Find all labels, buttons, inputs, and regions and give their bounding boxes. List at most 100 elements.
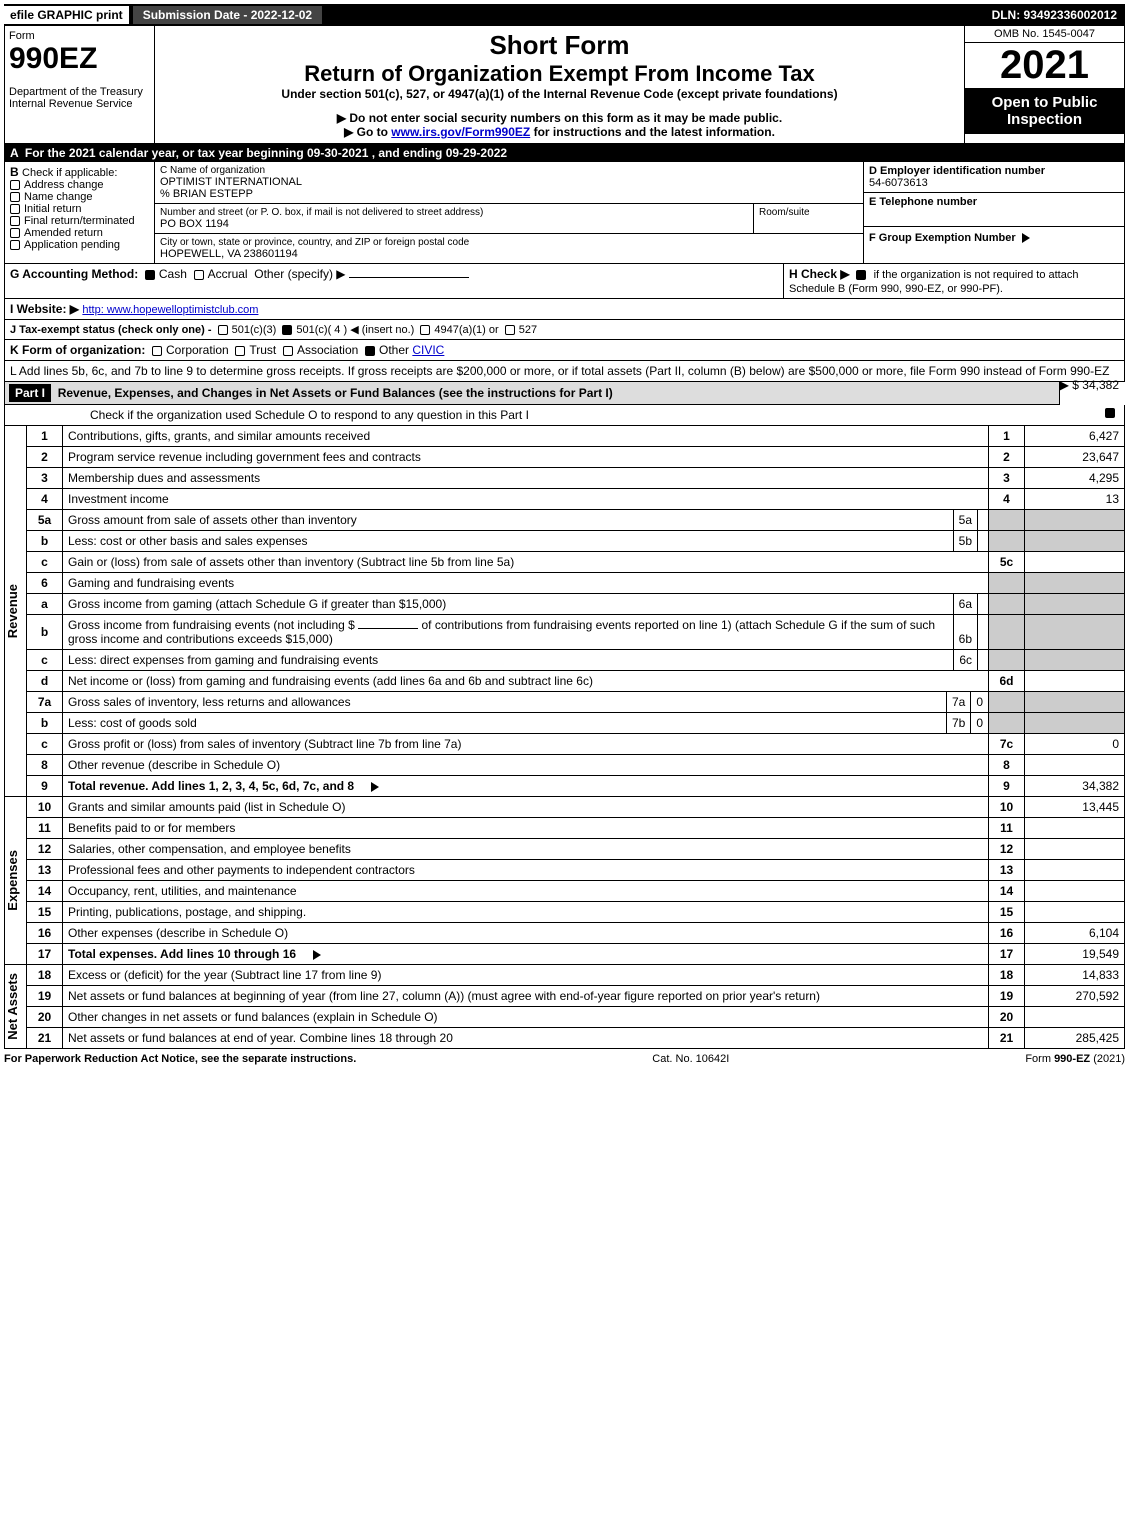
check-4947[interactable] <box>420 325 430 335</box>
check-501c[interactable] <box>282 325 292 335</box>
l-amount: ▶ $ 34,382 <box>1060 378 1119 392</box>
check-sched-b[interactable] <box>856 270 866 280</box>
form-word: Form <box>9 30 150 42</box>
netassets-label: Net Assets <box>5 969 20 1044</box>
check-corp[interactable] <box>152 346 162 356</box>
check-initial-return[interactable] <box>10 204 20 214</box>
part-1-check-row: Check if the organization used Schedule … <box>4 405 1125 426</box>
g-other: Other (specify) ▶ <box>254 267 345 281</box>
subtitle: Under section 501(c), 527, or 4947(a)(1)… <box>163 87 956 101</box>
irs-link[interactable]: www.irs.gov/Form990EZ <box>391 125 530 139</box>
check-amended[interactable] <box>10 228 20 238</box>
k-trust: Trust <box>249 343 276 357</box>
check-name-change[interactable] <box>10 192 20 202</box>
row-14-n: 14 <box>989 881 1025 902</box>
row-6a-text: Gross income from gaming (attach Schedul… <box>63 594 953 614</box>
open-inspection: Open to Public Inspection <box>965 88 1124 134</box>
check-trust[interactable] <box>235 346 245 356</box>
row-7c-text: Gross profit or (loss) from sales of inv… <box>63 734 989 755</box>
row-9-bold: Total revenue. Add lines 1, 2, 3, 4, 5c,… <box>68 779 354 793</box>
part-1-header: Part I Revenue, Expenses, and Changes in… <box>4 382 1060 405</box>
k-corp: Corporation <box>166 343 229 357</box>
website-link[interactable]: http: www.hopewelloptimistclub.com <box>82 304 258 316</box>
j-b: 501(c)( 4 ) ◀ (insert no.) <box>296 324 414 336</box>
ein-value: 54-6073613 <box>869 177 1119 189</box>
row-6b-sub: 6b <box>953 615 977 649</box>
e-label: E Telephone number <box>869 196 977 208</box>
dln: DLN: 93492336002012 <box>984 6 1125 24</box>
check-accrual[interactable] <box>194 270 204 280</box>
row-16-n: 16 <box>989 923 1025 944</box>
org-info-block: B Check if applicable: Address change Na… <box>4 162 1125 264</box>
section-k: K Form of organization: Corporation Trus… <box>4 340 1125 361</box>
k-other: Other <box>379 343 409 357</box>
check-cash[interactable] <box>145 270 155 280</box>
short-form-title: Short Form <box>163 30 956 61</box>
efile-label: efile GRAPHIC print <box>4 6 129 24</box>
shade-cell <box>989 510 1025 531</box>
check-501c3[interactable] <box>218 325 228 335</box>
row-9-n: 9 <box>989 776 1025 797</box>
row-14-val <box>1025 881 1125 902</box>
row-10-n: 10 <box>989 797 1025 818</box>
section-i: I Website: ▶ http: www.hopewelloptimistc… <box>4 299 1125 320</box>
row-6a-subval <box>977 594 988 614</box>
i-label: I Website: ▶ <box>10 302 79 316</box>
row-6-text: Gaming and fundraising events <box>63 573 989 594</box>
row-3-n: 3 <box>989 468 1025 489</box>
form-header: Form 990EZ Department of the Treasury In… <box>4 26 1125 144</box>
row-5c-n: 5c <box>989 552 1025 573</box>
check-address-change[interactable] <box>10 180 20 190</box>
triangle-icon <box>313 950 321 960</box>
expenses-label: Expenses <box>5 846 20 915</box>
dept-line-1: Department of the Treasury <box>9 86 150 98</box>
row-1-text: Contributions, gifts, grants, and simila… <box>63 426 989 447</box>
row-21-text: Net assets or fund balances at end of ye… <box>63 1028 989 1049</box>
j-c: 4947(a)(1) or <box>434 324 498 336</box>
row-5c-text: Gain or (loss) from sale of assets other… <box>63 552 989 573</box>
row-6b-blank[interactable] <box>358 628 418 629</box>
row-16-text: Other expenses (describe in Schedule O) <box>63 923 989 944</box>
row-13-n: 13 <box>989 860 1025 881</box>
footer-left: For Paperwork Reduction Act Notice, see … <box>4 1053 356 1065</box>
check-assoc[interactable] <box>283 346 293 356</box>
row-18-text: Excess or (deficit) for the year (Subtra… <box>63 965 989 986</box>
row-20-text: Other changes in net assets or fund bala… <box>63 1007 989 1028</box>
row-15-text: Printing, publications, postage, and shi… <box>63 902 989 923</box>
check-527[interactable] <box>505 325 515 335</box>
check-pending[interactable] <box>10 240 20 250</box>
section-b: B Check if applicable: Address change Na… <box>5 162 155 263</box>
row-5a-text: Gross amount from sale of assets other t… <box>63 510 953 530</box>
row-6b-text: Gross income from fundraising events (no… <box>63 615 953 649</box>
opt-initial-return: Initial return <box>24 203 81 215</box>
check-schedule-o[interactable] <box>1105 408 1115 418</box>
row-1-n: 1 <box>989 426 1025 447</box>
j-label: J Tax-exempt status (check only one) - <box>10 324 212 336</box>
row-1-no: 1 <box>27 426 63 447</box>
row-7c-n: 7c <box>989 734 1025 755</box>
tax-year: 2021 <box>965 43 1124 88</box>
part-1-table: Revenue 1 Contributions, gifts, grants, … <box>4 426 1125 1049</box>
row-3-val: 4,295 <box>1025 468 1125 489</box>
check-other[interactable] <box>365 346 375 356</box>
section-l: L Add lines 5b, 6c, and 7b to line 9 to … <box>4 361 1125 382</box>
row-14-text: Occupancy, rent, utilities, and maintena… <box>63 881 989 902</box>
check-final-return[interactable] <box>10 216 20 226</box>
row-6b-subval <box>977 615 988 649</box>
g-other-line[interactable] <box>349 277 469 278</box>
row-5b-subval <box>977 531 988 551</box>
g-accrual: Accrual <box>208 267 248 281</box>
j-d: 527 <box>519 324 537 336</box>
warning-2: ▶ Go to www.irs.gov/Form990EZ for instru… <box>163 125 956 139</box>
row-8-n: 8 <box>989 755 1025 776</box>
row-8-text: Other revenue (describe in Schedule O) <box>63 755 989 776</box>
j-a: 501(c)(3) <box>232 324 277 336</box>
part-1-title: Revenue, Expenses, and Changes in Net As… <box>58 386 613 400</box>
row-4-n: 4 <box>989 489 1025 510</box>
row-13-text: Professional fees and other payments to … <box>63 860 989 881</box>
k-label: K Form of organization: <box>10 343 145 357</box>
header-right: OMB No. 1545-0047 2021 Open to Public In… <box>964 26 1124 143</box>
row-19-val: 270,592 <box>1025 986 1125 1007</box>
row-7a-subval: 0 <box>970 692 988 712</box>
opt-final-return: Final return/terminated <box>24 215 135 227</box>
